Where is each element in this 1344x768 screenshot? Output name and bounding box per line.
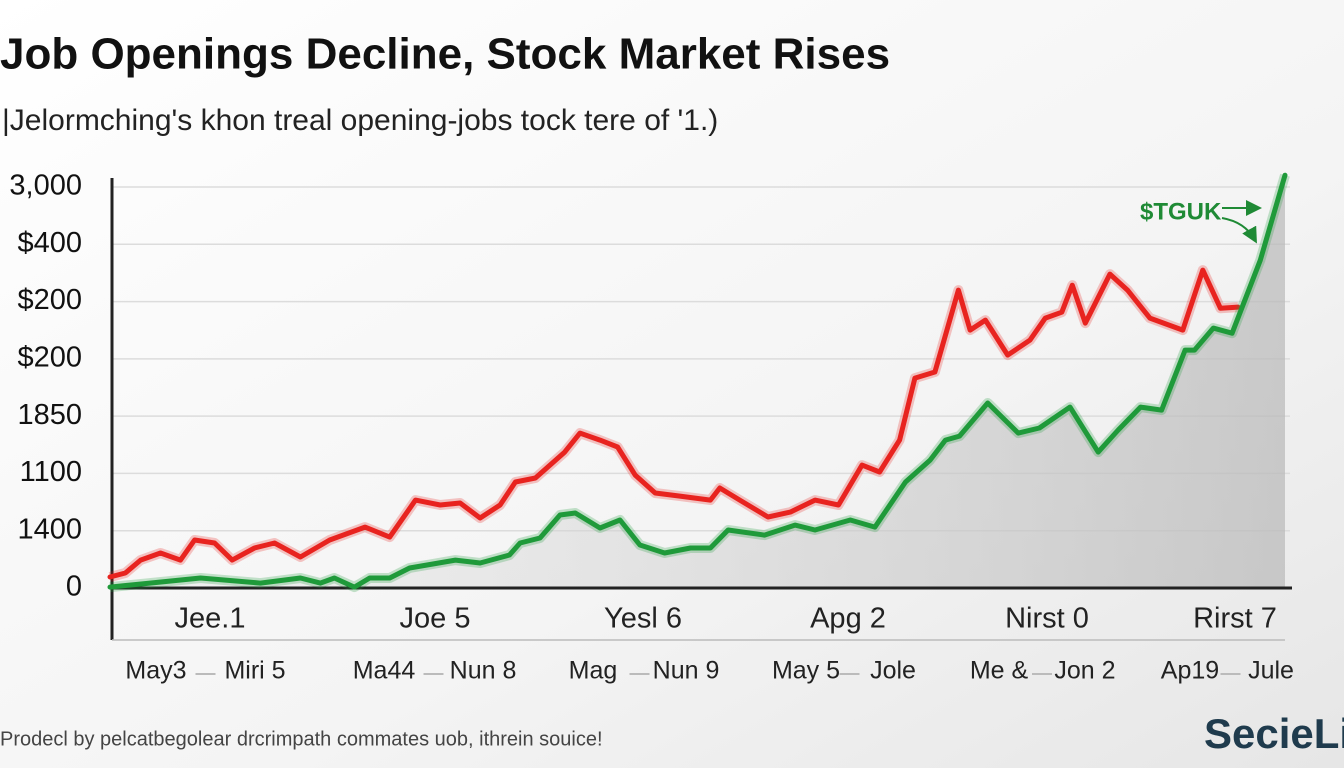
logo: SecieLi	[1204, 710, 1344, 757]
y-tick-label: $200	[17, 342, 82, 374]
x-tick-label: Jole	[870, 657, 916, 685]
x-tick-label: Miri 5	[224, 657, 285, 685]
plot	[110, 175, 1290, 588]
x-tick-label: Yesl 6	[604, 603, 682, 635]
chart-subtitle: |Jelormching's khon treal opening-jobs t…	[2, 104, 718, 137]
x-tick-label: Nun 8	[450, 657, 517, 685]
x-tick-label: Jee.1	[175, 603, 246, 635]
x-tick-label: May3	[125, 657, 186, 685]
x-tick-label: May 5	[772, 657, 840, 685]
x-tick-label: Ap19	[1161, 657, 1219, 685]
annotation: $TGUK	[1140, 198, 1222, 225]
x-tick-label: Jule	[1248, 657, 1294, 685]
line	[107, 172, 1288, 590]
footer: Prodecl by pelcatbegolear drcrimpath com…	[0, 728, 603, 750]
x-tick-label: Mag	[569, 657, 618, 685]
area	[110, 175, 1285, 588]
y-tick-label: 1850	[17, 399, 82, 431]
x-tick-label: Rirst 7	[1193, 603, 1277, 635]
y-tick-label: $200	[17, 284, 82, 316]
x-tick-label: Joe 5	[400, 603, 471, 635]
y-tick-label: $400	[17, 227, 82, 259]
chart-title: Job Openings Decline, Stock Market Rises	[0, 30, 890, 79]
x-tick-label: Nun 9	[653, 657, 720, 685]
annotation-arrow	[1221, 217, 1257, 244]
x-tick-label: Me &	[970, 657, 1029, 685]
y-tick-label: 3,000	[9, 170, 82, 202]
x-tick-label: Ma44	[353, 657, 416, 685]
y-tick-label: 1100	[20, 456, 82, 488]
x-tick-label: Jon 2	[1054, 657, 1115, 685]
line	[107, 267, 1241, 580]
x-tick-label: Nirst 0	[1005, 603, 1089, 635]
y-tick-label: 1400	[17, 513, 82, 545]
x-tick-label: Apg 2	[810, 603, 886, 635]
y-tick-label: 0	[66, 571, 82, 603]
